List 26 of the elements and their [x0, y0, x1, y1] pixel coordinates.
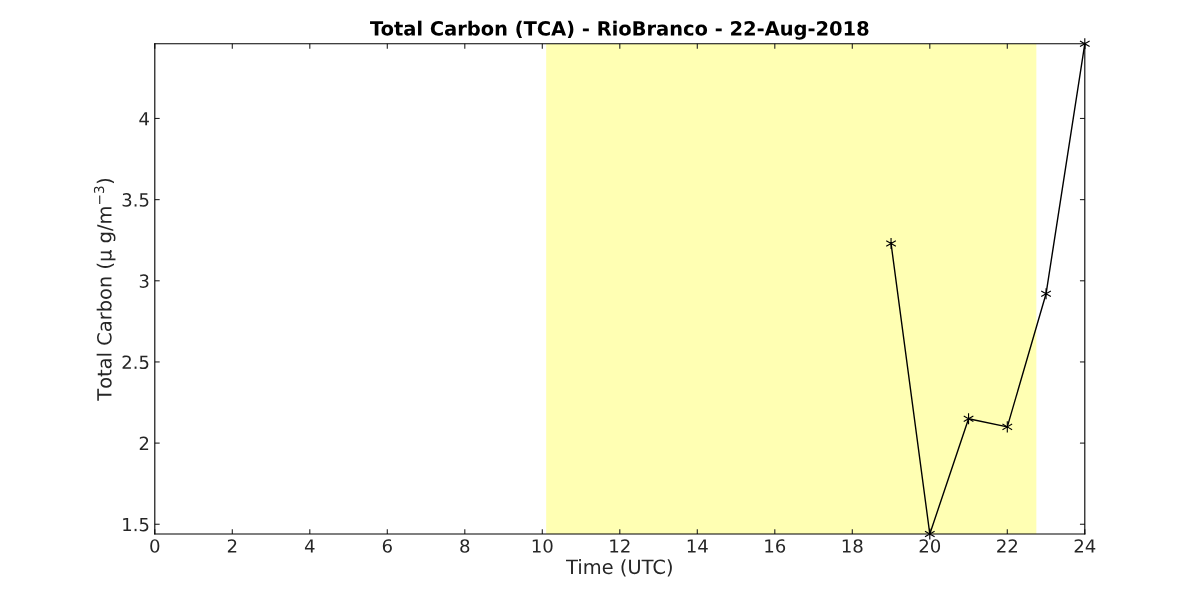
y-axis-title: Total Carbon (μ g/m$^{−3}$): [93, 178, 116, 401]
x-axis-title: Time (UTC): [566, 559, 672, 577]
point: [963, 412, 974, 425]
point: [1040, 287, 1052, 300]
x-tick-label: 24: [1074, 539, 1096, 553]
point: [1079, 37, 1091, 50]
x-tick-label: 0: [150, 539, 160, 553]
x-tick-label: 6: [382, 539, 392, 553]
x-tick-label: 12: [610, 539, 630, 553]
x-tick-label: 22: [997, 539, 1017, 553]
y-tick-label: 3: [139, 274, 149, 288]
x-tick-label: 20: [919, 539, 941, 553]
y-tick-label: 2.5: [122, 355, 149, 370]
chart-title: Total Carbon (TCA) - RioBranco - 22-Aug-2018: [370, 20, 869, 40]
x-tick-label: 16: [765, 539, 786, 553]
x-tick-label: 2: [227, 539, 237, 553]
x-tick-label: 10: [532, 539, 553, 553]
point: [885, 237, 897, 250]
y-tick-label: 4: [139, 112, 149, 126]
x-tick-label: 18: [842, 539, 863, 553]
y-tick-label: 1.5: [123, 517, 149, 532]
x-tick-label: 14: [687, 539, 708, 553]
x-tick-label: 4: [304, 539, 315, 553]
y-tick-label: 3.5: [122, 193, 149, 207]
y-tick-label: 2: [139, 436, 149, 450]
x-tick-label: 8: [460, 539, 470, 553]
